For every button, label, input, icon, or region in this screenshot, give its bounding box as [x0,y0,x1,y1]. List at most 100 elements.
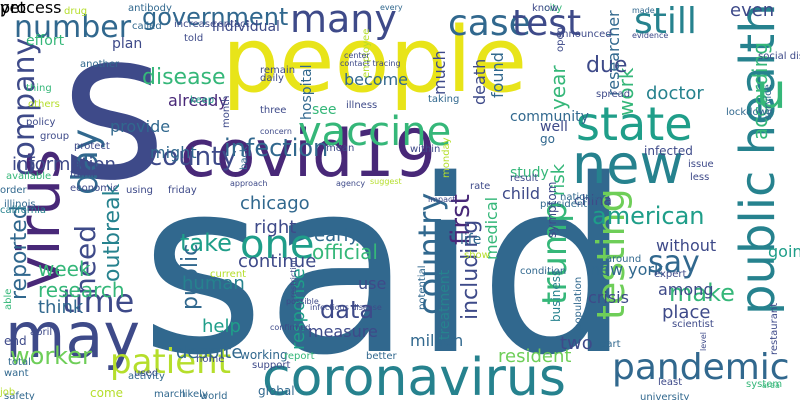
word-place: place [662,302,711,323]
word-government: government [142,3,289,31]
word-think: think [38,297,84,318]
word-right: right [254,217,297,238]
word-state: state [576,97,693,151]
word-want: want [4,368,29,379]
word-social-distancing: social distancing [758,51,800,62]
word-year: year [546,65,570,110]
word-announced: announced [556,29,612,40]
word-chicago: chicago [240,193,310,214]
word-group: group [40,131,70,142]
word-activity: activity [128,371,165,382]
word-scientist: scientist [672,319,714,330]
word-monday: monday [441,137,452,178]
word-researcher: researcher [604,10,623,96]
word-among: among [658,280,714,299]
word-daily: daily [260,73,284,84]
word-due: due [586,53,628,78]
word-march: march [154,389,186,400]
word-patient: patient [110,342,231,382]
word-show: show [464,250,490,261]
word-coronavirus: coronavirus [262,348,566,400]
word-mean: mean [326,143,355,154]
word-american: american [592,202,705,230]
word-disease: disease [142,65,226,90]
word-worker: worker [10,342,92,370]
word-two: two [560,333,593,354]
word-thing: thing [26,83,52,94]
word-illness: illness [346,100,378,111]
word-help: help [202,316,241,337]
word-still: still [634,1,697,42]
word-new-york: new york [590,260,664,279]
word-system: system [746,379,783,390]
word-drug: drug [64,6,88,17]
word-hospital: hospital [299,64,315,120]
word-see: see [312,102,337,118]
word-available: available [6,171,52,182]
word-support: support [252,360,291,371]
word-level: level [699,331,708,351]
word-service: service [763,84,774,120]
word-end: end [4,334,27,348]
word-yet: yet [0,0,26,17]
word-concern: concern [260,127,292,136]
word-working: working [240,348,288,362]
word-used: used [134,368,159,379]
word-measure: measure [308,322,378,341]
word-lockdown: lockdown [726,107,774,118]
word-order: order [0,185,27,196]
word-restriction: restriction [289,257,298,298]
word-individual: individual [212,19,280,35]
word-less: less [690,172,710,183]
word-death: death [470,58,489,105]
word-infectious-disease: infectious disease [310,303,382,312]
word-within: within [410,144,441,155]
word-make: make [669,279,735,307]
word-one: one [240,222,315,268]
word-total: total [8,357,31,368]
word-agency: agency [336,179,366,188]
word-said: said [140,128,632,400]
word-remain: remain [260,65,296,76]
word-continue: continue [238,251,317,272]
word-s: s [60,0,167,226]
word-outbreak: outbreak [100,183,125,282]
word-april: april [30,327,53,338]
word-called: called [132,21,162,32]
word-become: become [344,70,409,89]
word-reported: reported [7,205,32,300]
word-illinois: illinois [4,199,36,210]
word-community: community [510,109,589,125]
word-infected: infected [644,144,693,158]
word-evidence: evidence [632,31,669,40]
word-current: current [210,269,247,280]
word-made: made [632,6,655,15]
word-population: population [573,276,584,330]
word-suggest: suggest [370,177,402,186]
word-business: business [549,269,563,322]
word-research: research [38,278,125,302]
word-pandemic: pandemic [612,347,790,388]
word-time: time [62,282,135,320]
word-spread: spread [596,89,631,100]
word-approach: approach [230,179,268,188]
word-better: better [366,351,397,362]
word-crisis: crisis [588,288,629,307]
word-well: well [540,119,568,135]
word-data: data [320,296,375,324]
word-others: others [28,99,60,110]
word-early: early [314,225,360,246]
word-much: much [430,50,449,95]
word-impact: impact [428,195,456,204]
word-resident: resident [498,346,572,367]
word-might: might [150,143,197,162]
word-already: already [168,91,228,110]
word-antibody: antibody [128,3,172,14]
word-case: case [448,3,531,44]
word-human: human [182,273,245,294]
word-open: open [555,27,566,52]
word-number: number [14,10,132,45]
word-city: city [544,3,563,14]
word-found: found [488,52,507,98]
word-despite: despite [176,342,243,363]
